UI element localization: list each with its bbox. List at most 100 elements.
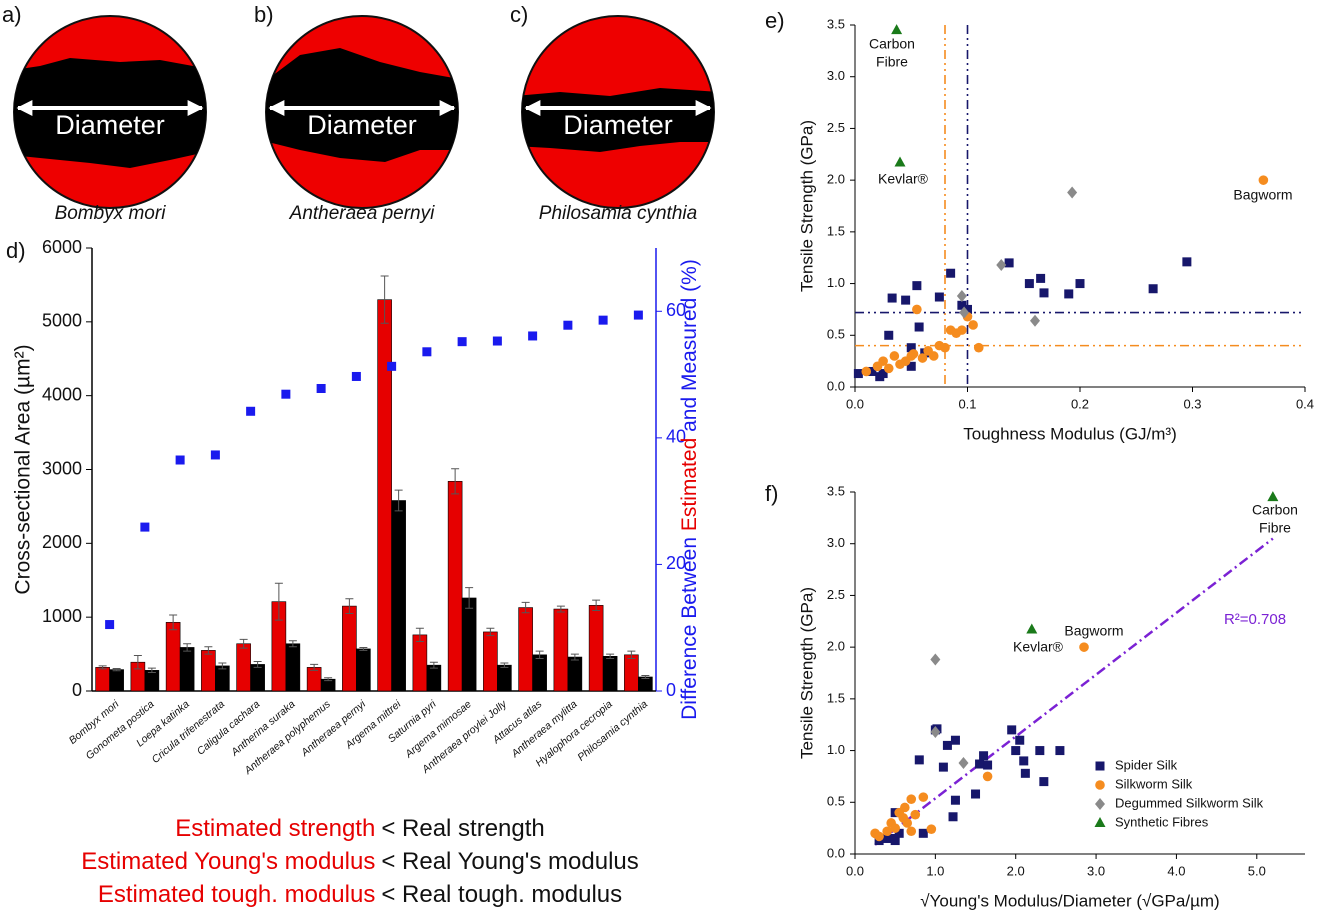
y-axis-label: Tensile Strength (GPa) — [797, 120, 816, 292]
point — [884, 330, 894, 340]
bar — [624, 654, 639, 692]
y-tick-label: 2.0 — [827, 639, 845, 654]
error-bar — [394, 489, 403, 512]
bar — [447, 481, 463, 692]
legend-label: Synthetic Fibres — [1115, 814, 1209, 829]
y2-axis-label: Difference Between Estimated and Measure… — [678, 259, 701, 720]
point — [979, 751, 989, 761]
y-tick-label: 3.0 — [827, 535, 845, 550]
error-bar — [274, 582, 283, 621]
point — [1267, 491, 1279, 502]
point — [910, 809, 921, 820]
cross-section-c — [521, 15, 715, 209]
annotation: Bagworm — [1233, 187, 1292, 203]
bar — [567, 656, 583, 692]
bar — [532, 654, 547, 692]
note-real: < Real Young's modulus — [381, 848, 638, 875]
x-tick-label: 2.0 — [1007, 863, 1025, 878]
legend-label: Silkworm Silk — [1115, 776, 1193, 791]
panel-label: b) — [254, 2, 274, 27]
bar — [426, 664, 442, 692]
error-bar — [627, 650, 636, 660]
error-bar — [169, 614, 178, 631]
bar — [95, 667, 110, 692]
x-axis-label: Toughness Modulus (GJ/m³) — [963, 424, 1177, 443]
point — [492, 336, 502, 346]
cross-section-b — [265, 15, 459, 209]
point — [973, 342, 984, 353]
note-estimated: Estimated strength — [175, 815, 375, 842]
bar — [391, 500, 406, 692]
point — [930, 725, 941, 738]
species-caption: Antheraea pernyi — [289, 203, 435, 224]
point — [900, 802, 910, 813]
error-bar — [288, 640, 297, 648]
point — [950, 795, 960, 805]
y-tick-label: 1.0 — [827, 742, 845, 757]
fit-line — [874, 537, 1274, 846]
bar — [144, 670, 160, 692]
panel-label: c) — [510, 2, 528, 27]
y-tick-label: 0 — [72, 680, 82, 700]
error-bar — [112, 667, 121, 672]
x-tick-label: 0.0 — [846, 863, 864, 878]
y-tick-label: 2.5 — [827, 587, 845, 602]
point — [1007, 725, 1017, 735]
point — [563, 320, 573, 330]
point — [1015, 735, 1025, 745]
error-bar — [98, 665, 107, 670]
panel-label: f) — [765, 481, 778, 506]
species-caption: Bombyx mori — [55, 203, 167, 224]
annotation: Carbon — [869, 36, 915, 52]
diameter-label: Diameter — [55, 110, 165, 140]
y2-tick-label: 20 — [666, 553, 686, 573]
y-tick-label: 0.5 — [827, 327, 845, 342]
x-tick-label: 0.0 — [846, 396, 864, 411]
y-tick-label: 1000 — [42, 606, 82, 626]
point — [956, 289, 967, 302]
point — [422, 347, 432, 357]
note: Estimated Young's modulus < Real Young's … — [81, 848, 639, 875]
point — [1030, 314, 1040, 327]
point — [890, 823, 900, 833]
point — [928, 351, 939, 361]
point — [917, 353, 928, 363]
point — [1075, 279, 1085, 289]
error-bar — [147, 667, 156, 674]
point — [963, 304, 972, 314]
bar — [201, 650, 216, 692]
point — [914, 755, 924, 765]
point — [878, 356, 888, 366]
legend-label: Degummed Silkworm Silk — [1115, 795, 1264, 810]
note-real: < Real strength — [381, 815, 544, 842]
bar — [109, 669, 124, 692]
point — [882, 826, 892, 837]
panel-label: e) — [765, 8, 785, 33]
bar — [179, 647, 195, 692]
y-tick-label: 1.5 — [827, 223, 845, 238]
point — [982, 771, 993, 782]
y-tick-label: 3.5 — [827, 16, 845, 31]
point — [140, 522, 150, 532]
point — [1079, 642, 1089, 652]
point — [1258, 175, 1269, 185]
point — [246, 406, 256, 416]
bar — [250, 664, 265, 692]
y-axis-label: Tensile Strength (GPa) — [797, 587, 816, 759]
point — [387, 361, 397, 371]
point — [1026, 623, 1038, 634]
y2-tick-label: 60 — [666, 300, 686, 320]
point — [1064, 289, 1074, 299]
x-tick-label: 1.0 — [926, 863, 944, 878]
point — [918, 792, 929, 802]
note: Estimated tough. modulus < Real tough. mo… — [98, 881, 622, 908]
y-tick-label: 1.5 — [827, 690, 845, 705]
x-axis-label: √Young's Modulus/Diameter (√GPa/µm) — [920, 891, 1219, 910]
point — [1148, 284, 1158, 294]
x-tick-label: 5.0 — [1248, 863, 1266, 878]
error-bar — [253, 660, 262, 668]
y-tick-label: 5000 — [42, 311, 82, 331]
point — [894, 156, 906, 167]
error-bar — [500, 662, 509, 668]
x-tick-label: 3.0 — [1087, 863, 1105, 878]
